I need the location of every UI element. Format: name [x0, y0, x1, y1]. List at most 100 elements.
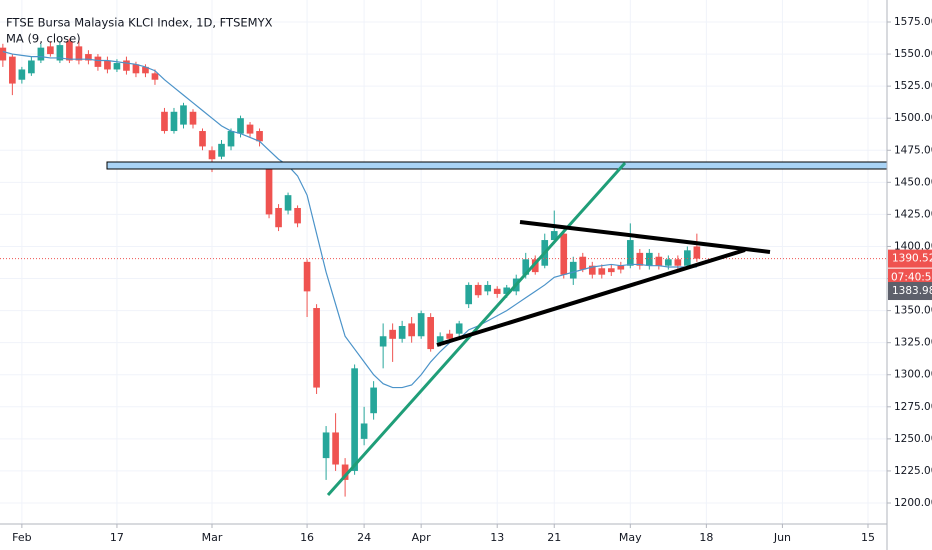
candle-body [598, 268, 606, 275]
candle-body [607, 268, 615, 273]
candle-body [484, 284, 492, 292]
y-tick-label: 1300.00 [894, 369, 932, 381]
candle-body [56, 45, 64, 61]
y-tick-label: 1450.00 [894, 176, 932, 188]
y-tick-label: 1500.00 [894, 112, 932, 124]
plot [0, 38, 887, 497]
price-tag [888, 249, 932, 268]
y-tick-label: 1350.00 [894, 305, 932, 317]
candle-body [417, 313, 425, 337]
candle-body [237, 118, 244, 134]
candle-body [85, 54, 92, 61]
candle-body [665, 259, 672, 266]
y-tick-label: 1400.00 [894, 240, 932, 252]
candle-body [180, 105, 187, 125]
candle-body [436, 336, 444, 343]
x-tick-label: 21 [547, 531, 561, 544]
candle-body [408, 323, 415, 337]
candle-body [151, 73, 159, 80]
candle-body [113, 63, 121, 70]
y-tick-label: 1225.00 [894, 465, 932, 477]
candle-body [351, 368, 358, 471]
candle-body [465, 284, 473, 305]
x-tick-label: May [619, 531, 642, 544]
trend-line [436, 248, 746, 347]
candle-body [569, 261, 577, 279]
indicator-label: MA (9, close) [6, 32, 81, 46]
candle-body [66, 41, 73, 61]
x-tick-label: 18 [699, 531, 713, 544]
candle-body [332, 432, 339, 465]
candle-body [550, 231, 558, 241]
y-tick-label: 1250.00 [894, 433, 932, 445]
candle-body [104, 60, 111, 70]
candle-body [684, 250, 691, 266]
candle-body [427, 317, 434, 350]
candle-body [503, 287, 511, 294]
candle-body [693, 246, 701, 259]
y-tick-label: 1575.00 [894, 16, 932, 28]
candle-body [218, 143, 225, 157]
y-tick-label: 1325.00 [894, 337, 932, 349]
ma-tag-label: 1383.98 [892, 285, 932, 297]
candle-body [189, 111, 197, 125]
ma-tag [888, 282, 932, 301]
candle-body [28, 60, 35, 74]
y-tick-label: 1425.00 [894, 208, 932, 220]
x-tick-label: Jun [773, 531, 791, 544]
price-tag-label: 1390.52 [892, 253, 932, 265]
candle-body [474, 284, 482, 296]
candle-body [18, 69, 26, 80]
candle-body [560, 233, 568, 275]
candle-body [626, 240, 634, 266]
candle-body [579, 256, 587, 270]
x-tick-label: Mar [202, 531, 223, 544]
candle-body [398, 325, 406, 339]
chart-title: FTSE Bursa Malaysia KLCI Index, 1D, FTSE… [6, 16, 273, 30]
candle-body [645, 252, 653, 266]
candle-body [294, 207, 301, 224]
x-tick-label: 15 [861, 531, 875, 544]
candle-body [227, 131, 235, 147]
candle-body [47, 46, 54, 55]
x-tick-label: 13 [490, 531, 504, 544]
candle-body [588, 265, 596, 275]
candle-body [322, 432, 330, 459]
candle-body [313, 308, 320, 388]
candle-body [455, 323, 463, 334]
candle-body [389, 329, 396, 339]
x-tick-label: 17 [110, 531, 124, 544]
y-tick-label: 1525.00 [894, 80, 932, 92]
resistance-zone [106, 161, 888, 170]
candle-body [275, 207, 282, 228]
candle-body [94, 56, 102, 67]
candle-body [674, 259, 682, 266]
candle-body [265, 165, 273, 215]
candle-body [208, 150, 216, 160]
candle-body [161, 111, 168, 132]
candle-body [360, 423, 368, 439]
candle-body [142, 66, 149, 74]
y-tick-label: 1200.00 [894, 497, 932, 509]
candle-body [379, 336, 387, 347]
candle-body [370, 387, 377, 414]
candle-body [75, 46, 83, 61]
y-tick-label: 1275.00 [894, 401, 932, 413]
candle-body [199, 131, 206, 147]
candle-body [617, 265, 625, 270]
candle-body [170, 111, 178, 132]
candle-body [246, 124, 254, 134]
candle-body [655, 256, 663, 266]
grid [0, 0, 887, 524]
ma-line [2, 50, 697, 389]
candle-body [132, 64, 140, 74]
x-tick-label: Apr [412, 531, 432, 544]
candle-body [9, 56, 16, 84]
trend-line [519, 220, 771, 254]
y-tick-label: 1550.00 [894, 48, 932, 60]
x-tick-label: Feb [12, 531, 31, 544]
candle-body [0, 47, 7, 61]
candle-body [522, 259, 530, 275]
candle-body [531, 259, 539, 273]
